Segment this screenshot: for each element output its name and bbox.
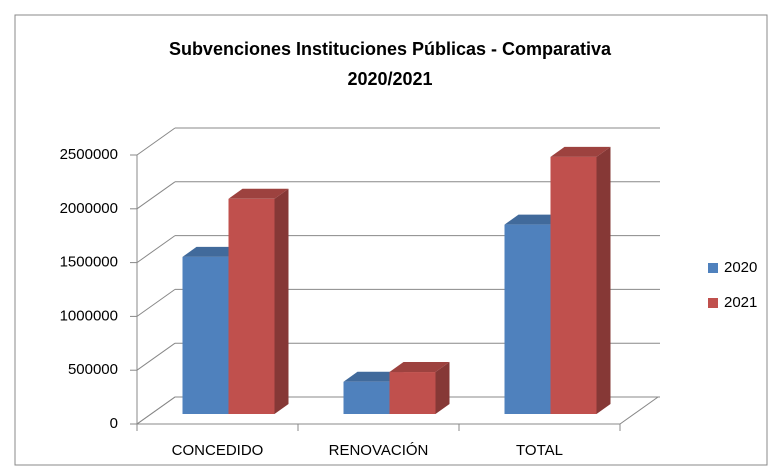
bar-front — [343, 381, 390, 414]
bar-front — [550, 156, 597, 414]
x-tick-label: TOTAL — [516, 442, 563, 459]
bar-top — [550, 146, 611, 157]
bar-top — [228, 188, 289, 199]
bar-front — [228, 198, 275, 414]
y-tick-label: 1500000 — [60, 254, 118, 271]
bar-side — [274, 188, 289, 414]
x-tick-label: RENOVACIÓN — [329, 442, 429, 459]
legend-label: 2021 — [724, 294, 757, 311]
bar-front — [504, 224, 551, 414]
bar-front — [389, 372, 436, 414]
bar-front — [182, 256, 229, 414]
bar-side — [435, 362, 450, 414]
chart-title: Subvenciones Instituciones Públicas - Co… — [169, 39, 612, 59]
grid-line — [136, 288, 176, 317]
grid-line — [136, 181, 176, 210]
bar-top — [343, 371, 404, 382]
chart-title: 2020/2021 — [347, 69, 432, 89]
bar-side — [596, 146, 611, 414]
grid-line — [136, 342, 176, 371]
bar — [228, 188, 289, 414]
y-tick-label: 0 — [110, 415, 118, 432]
y-tick-label: 2000000 — [60, 200, 118, 217]
grid-line — [136, 235, 176, 264]
legend-swatch — [708, 263, 718, 273]
y-tick-label: 500000 — [68, 361, 118, 378]
grid-line — [136, 396, 176, 425]
y-tick-label: 2500000 — [60, 146, 118, 163]
bar-top — [389, 362, 450, 373]
y-tick-label: 1000000 — [60, 307, 118, 324]
x-tick-label: CONCEDIDO — [172, 442, 264, 459]
legend-swatch — [708, 298, 718, 308]
bar-top — [504, 214, 565, 225]
bar — [389, 362, 450, 414]
bar-top — [182, 246, 243, 257]
legend-label: 2020 — [724, 259, 757, 276]
grid-line — [136, 127, 176, 156]
bar — [550, 146, 611, 414]
